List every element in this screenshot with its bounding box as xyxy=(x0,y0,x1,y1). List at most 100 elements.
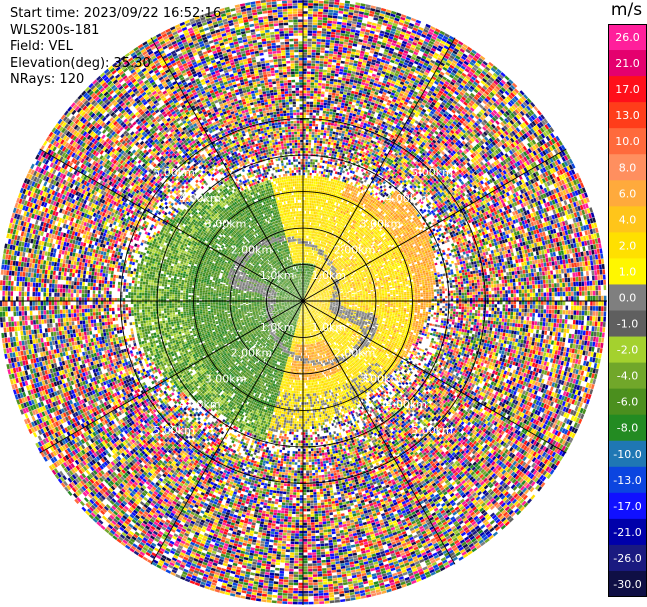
ray-gate xyxy=(325,51,329,54)
ray-gate xyxy=(348,132,351,135)
ray-gate xyxy=(342,53,346,56)
ray-gate xyxy=(336,66,340,69)
ray-gate xyxy=(332,93,336,96)
ray-gate xyxy=(309,176,311,179)
ray-gate xyxy=(344,67,348,70)
ray-gate xyxy=(309,140,312,143)
ray-gate xyxy=(325,89,329,92)
ray-gate xyxy=(305,200,307,203)
ray-gate xyxy=(338,47,342,50)
ray-gate xyxy=(324,1,329,4)
ray-gate xyxy=(314,96,317,99)
ray-gate xyxy=(358,42,363,45)
ray-gate xyxy=(317,187,319,190)
ray-gate xyxy=(308,156,310,159)
ray-gate xyxy=(310,192,312,195)
ray-gate xyxy=(305,165,307,168)
ray-gate xyxy=(351,108,355,111)
ray-gate xyxy=(345,62,349,65)
ray-gate xyxy=(308,22,313,25)
ray-gate xyxy=(315,132,318,135)
ray-gate xyxy=(306,102,309,105)
ray-gate xyxy=(324,97,328,100)
ray-gate xyxy=(313,9,318,12)
ray-gate xyxy=(342,25,347,28)
ray-gate xyxy=(306,225,307,228)
ray-gate xyxy=(324,128,327,131)
ray-gate xyxy=(305,184,307,187)
ray-gate xyxy=(306,107,309,110)
ray-gate xyxy=(345,81,349,84)
ray-gate xyxy=(337,105,341,108)
ray-gate xyxy=(363,40,368,43)
ray-gate xyxy=(335,71,339,74)
ray-gate xyxy=(342,78,346,81)
ray-gate xyxy=(346,149,349,152)
ray-gate xyxy=(353,41,358,44)
ray-gate xyxy=(304,266,305,269)
ray-gate xyxy=(318,176,320,179)
ray-gate xyxy=(311,179,313,182)
ray-gate xyxy=(335,180,338,183)
ray-gate xyxy=(306,208,308,211)
ray-gate xyxy=(338,119,341,122)
ray-gate xyxy=(330,76,334,79)
ray-gate xyxy=(329,54,333,57)
ray-gate xyxy=(360,142,363,145)
ray-gate xyxy=(333,87,337,90)
ray-gate xyxy=(349,85,353,88)
ray-gate xyxy=(336,32,341,35)
ray-gate xyxy=(359,136,363,139)
ray-gate xyxy=(349,113,353,116)
ray-gate xyxy=(310,173,312,176)
ray-gate xyxy=(307,244,308,247)
ray-gate xyxy=(362,137,365,140)
ray-gate xyxy=(341,119,344,122)
ray-gate xyxy=(306,151,308,154)
ray-gate xyxy=(357,123,361,126)
ray-gate xyxy=(352,156,355,159)
ray-gate xyxy=(310,91,313,94)
ray-gate xyxy=(313,181,315,184)
ray-gate xyxy=(336,30,341,33)
ray-gate xyxy=(318,204,320,207)
ray-gate xyxy=(343,92,347,95)
ray-gate xyxy=(305,252,306,254)
ray-gate xyxy=(313,225,315,228)
ray-gate xyxy=(326,169,329,172)
ray-gate xyxy=(322,177,324,180)
ray-gate xyxy=(342,142,345,145)
ray-gate xyxy=(306,252,307,255)
ray-gate xyxy=(328,98,332,101)
ray-gate xyxy=(314,91,318,94)
ray-gate xyxy=(353,63,357,66)
ray-gate xyxy=(315,77,319,80)
ray-gate xyxy=(355,5,360,8)
ray-gate xyxy=(304,258,305,261)
ray-gate xyxy=(326,40,330,43)
ray-gate xyxy=(317,36,321,39)
ray-gate xyxy=(355,30,360,33)
ray-gate xyxy=(323,111,326,114)
ray-gate xyxy=(340,66,344,69)
ray-gate xyxy=(335,115,338,118)
ray-gate xyxy=(303,96,306,99)
ray-gate xyxy=(310,214,312,217)
ray-gate xyxy=(311,80,315,83)
ray-gate xyxy=(334,137,337,140)
ray-gate xyxy=(351,26,356,29)
ray-gate xyxy=(318,207,320,210)
ray-gate xyxy=(322,86,326,89)
ray-gate xyxy=(333,54,337,57)
ray-gate xyxy=(358,17,363,20)
ray-gate xyxy=(311,203,313,206)
ray-gate xyxy=(304,247,305,249)
ray-gate xyxy=(342,170,345,173)
ray-gate xyxy=(337,85,341,88)
ray-gate xyxy=(340,125,343,128)
ray-gate xyxy=(346,126,349,129)
ray-gate xyxy=(349,150,352,153)
ray-gate xyxy=(309,225,311,228)
ray-gate xyxy=(308,244,309,247)
ray-gate xyxy=(343,109,347,112)
